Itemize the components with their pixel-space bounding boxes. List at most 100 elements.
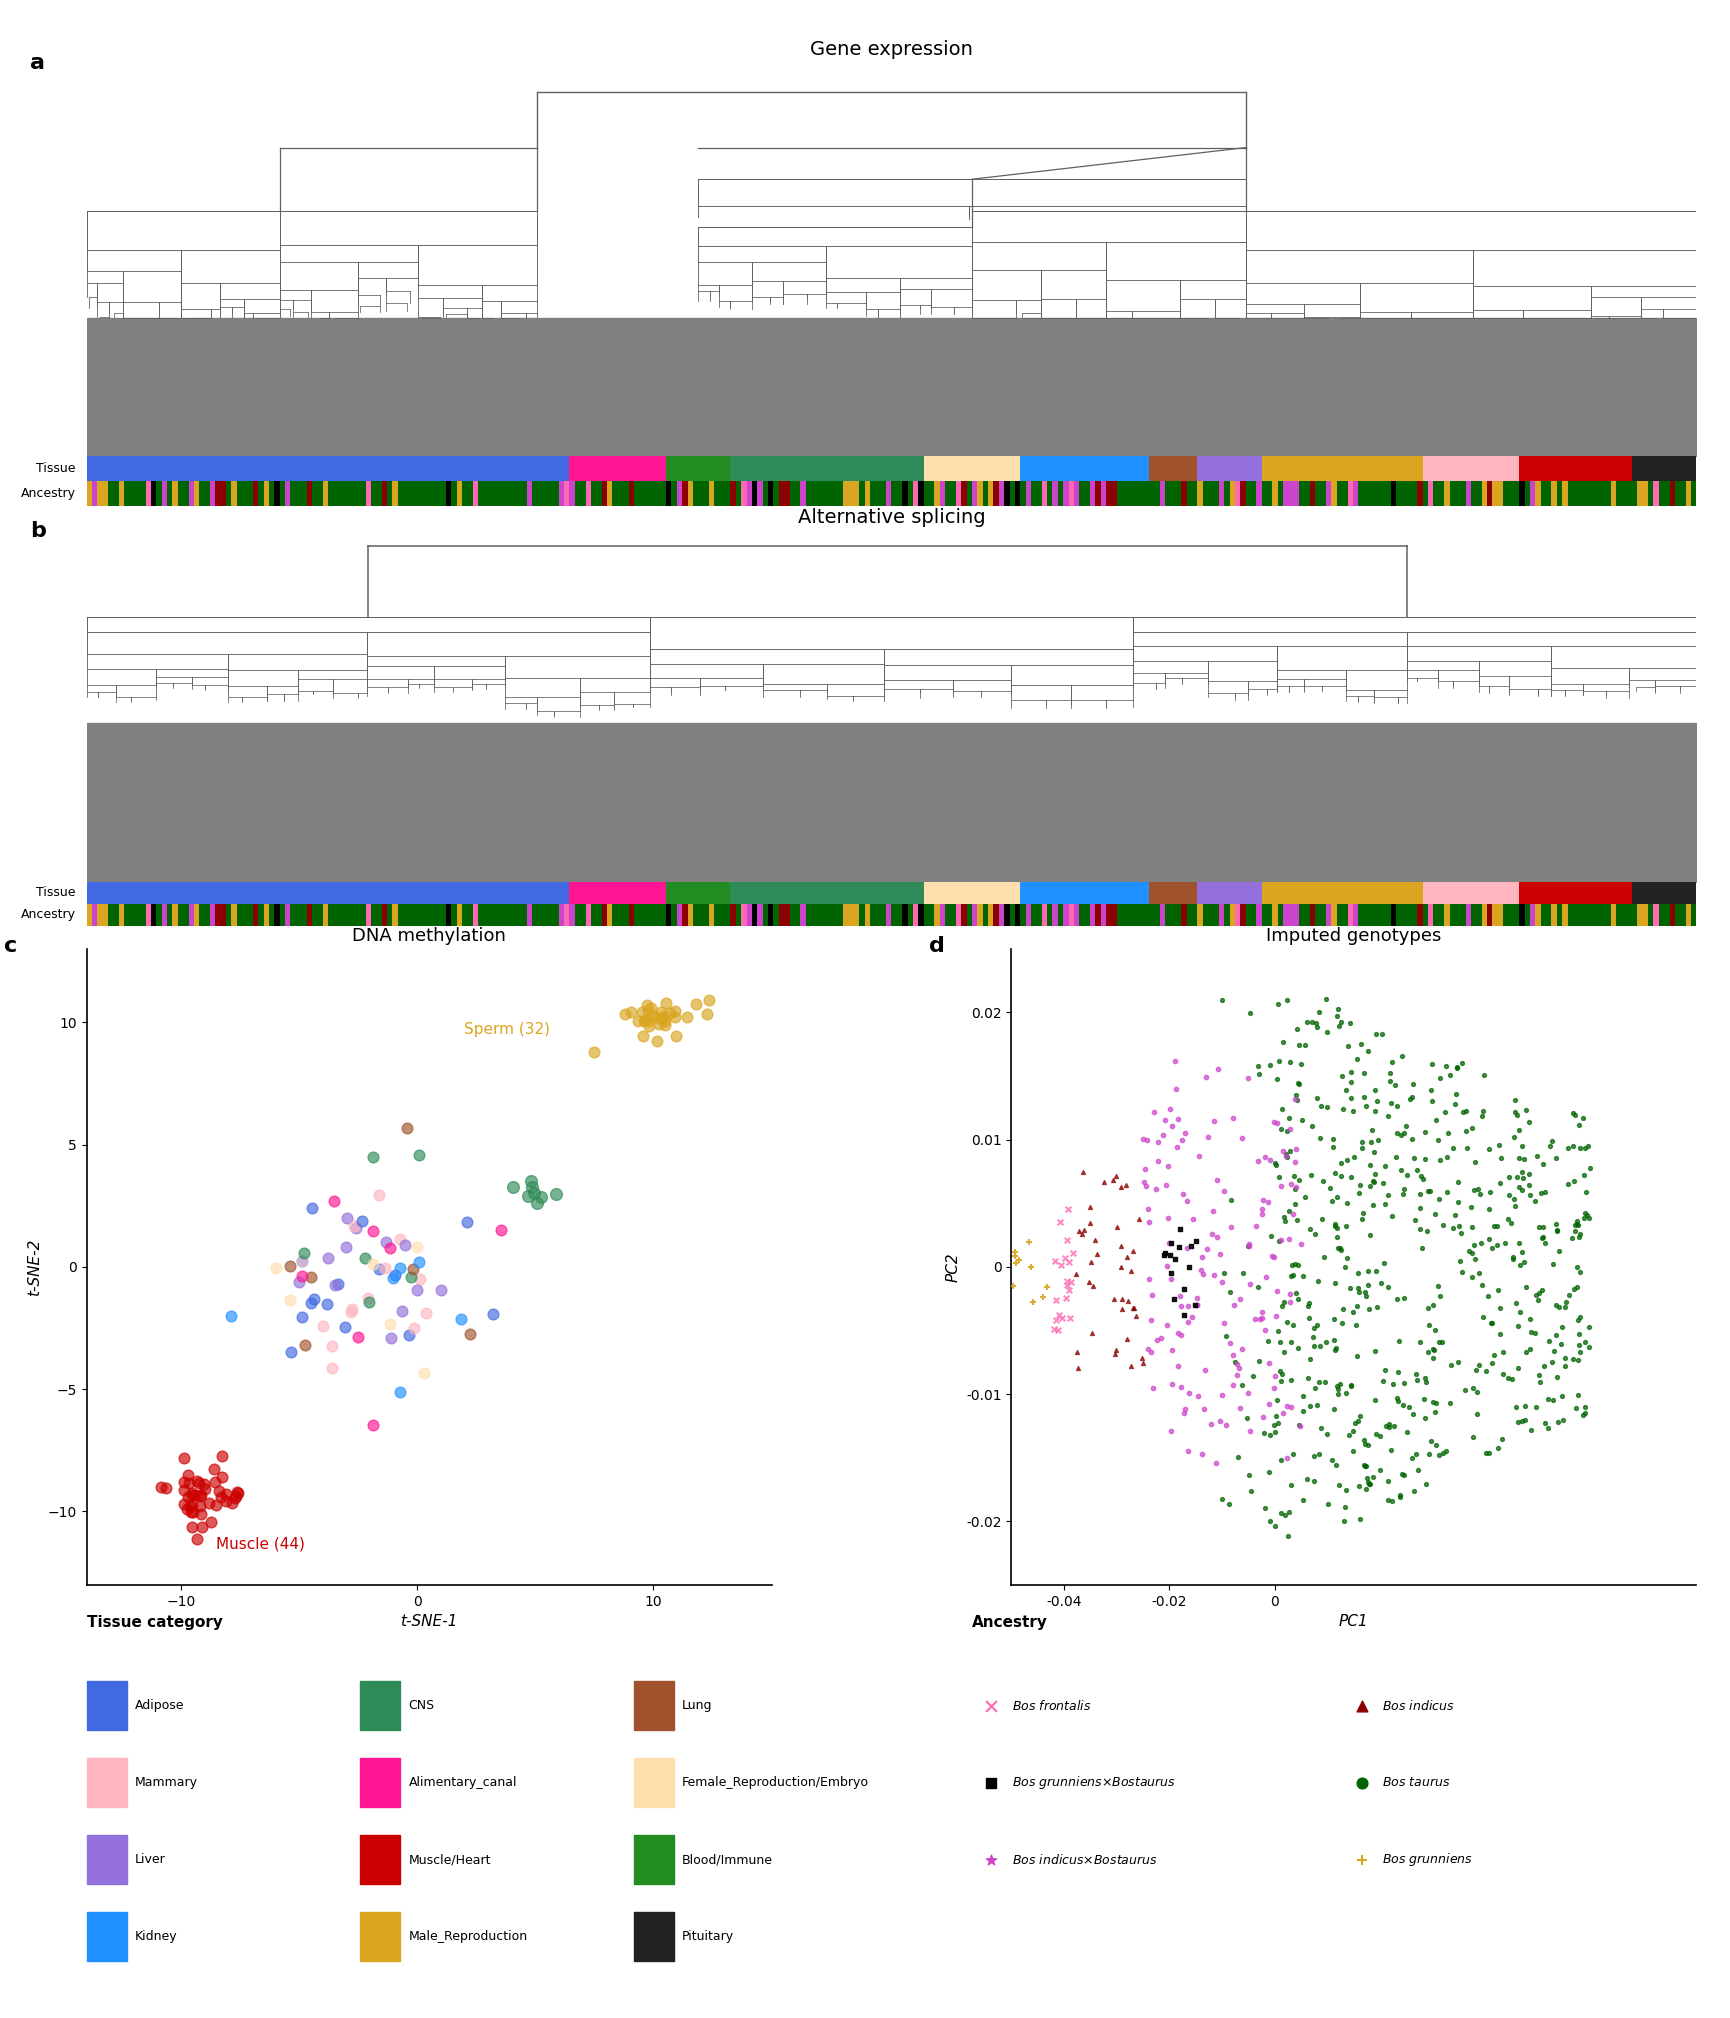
- Point: [1432, 1176, 1460, 1209]
- Text: $\it{Bos}$ $\it{grunniens × Bos taurus}$: $\it{Bos}$ $\it{grunniens × Bos taurus}$: [1012, 1774, 1176, 1792]
- Point: [1574, 1201, 1602, 1233]
- Bar: [280, 480, 285, 507]
- Bar: [725, 882, 730, 904]
- Bar: [382, 480, 388, 507]
- Bar: [580, 480, 585, 507]
- Bar: [865, 882, 870, 904]
- Bar: [794, 904, 799, 926]
- Point: [1339, 1415, 1367, 1447]
- Bar: [633, 904, 638, 926]
- Bar: [1540, 904, 1545, 926]
- Bar: [687, 456, 692, 480]
- Bar: [569, 882, 574, 904]
- Bar: [1164, 882, 1169, 904]
- Bar: [1486, 480, 1491, 507]
- Point: [190, 1469, 218, 1501]
- Bar: [215, 480, 221, 507]
- Bar: [1642, 882, 1647, 904]
- Point: [1550, 1285, 1578, 1318]
- Bar: [1401, 904, 1406, 926]
- Bar: [102, 456, 107, 480]
- Bar: [329, 456, 334, 480]
- Bar: [156, 904, 161, 926]
- Point: [1346, 1400, 1374, 1433]
- Bar: [1465, 882, 1470, 904]
- Bar: [467, 456, 472, 480]
- Point: [388, 1296, 415, 1328]
- Bar: [1277, 904, 1282, 926]
- Bar: [1422, 480, 1427, 507]
- Text: Tissue category: Tissue category: [86, 1614, 221, 1631]
- Bar: [697, 456, 702, 480]
- Point: [1559, 1342, 1586, 1374]
- Bar: [692, 904, 697, 926]
- Point: [1322, 1181, 1349, 1213]
- Bar: [1336, 480, 1341, 507]
- Point: [1220, 1368, 1247, 1400]
- Point: [1327, 1160, 1355, 1193]
- Bar: [559, 480, 564, 507]
- Bar: [1164, 904, 1169, 926]
- Bar: [1299, 456, 1304, 480]
- Point: [1325, 1231, 1353, 1263]
- Point: [1054, 1223, 1081, 1255]
- Point: [630, 1005, 657, 1037]
- Point: [1550, 1350, 1578, 1382]
- Point: [1406, 1160, 1434, 1193]
- Bar: [1675, 456, 1680, 480]
- Point: [1287, 1227, 1315, 1259]
- Bar: [1218, 480, 1223, 507]
- Bar: [794, 456, 799, 480]
- Bar: [559, 882, 564, 904]
- Bar: [955, 456, 960, 480]
- Point: [1137, 1336, 1164, 1368]
- Point: [310, 1310, 337, 1342]
- Point: [1080, 1269, 1107, 1302]
- Point: [521, 1176, 548, 1209]
- Point: [580, 1035, 607, 1068]
- Bar: [1251, 904, 1256, 926]
- Point: [1263, 1063, 1291, 1096]
- Bar: [429, 882, 436, 904]
- Bar: [1330, 904, 1336, 926]
- Point: [1434, 1059, 1462, 1092]
- Bar: [638, 480, 644, 507]
- Point: [318, 1330, 346, 1362]
- Point: [1566, 1132, 1593, 1164]
- Bar: [135, 904, 140, 926]
- Point: [1197, 1409, 1225, 1441]
- Bar: [334, 480, 339, 507]
- Point: [1284, 1164, 1311, 1197]
- Bar: [1368, 882, 1374, 904]
- Point: [1246, 1304, 1273, 1336]
- Bar: [1208, 904, 1213, 926]
- Point: [640, 1001, 668, 1033]
- Point: [1080, 1225, 1107, 1257]
- Point: [189, 1511, 216, 1544]
- Point: [694, 985, 721, 1017]
- Bar: [1417, 456, 1422, 480]
- Bar: [483, 904, 490, 926]
- Bar: [1509, 480, 1514, 507]
- Bar: [291, 456, 296, 480]
- Point: [1562, 1378, 1590, 1411]
- Bar: [1604, 480, 1609, 507]
- Bar: [1105, 882, 1111, 904]
- Bar: [692, 480, 697, 507]
- Bar: [1555, 456, 1560, 480]
- Bar: [1642, 456, 1647, 480]
- Point: [1161, 1045, 1189, 1078]
- Point: [201, 1453, 228, 1485]
- Point: [1251, 1140, 1278, 1172]
- Bar: [393, 882, 398, 904]
- Bar: [1256, 456, 1261, 480]
- Bar: [1626, 456, 1631, 480]
- Bar: [1073, 456, 1080, 480]
- Bar: [929, 904, 934, 926]
- Bar: [1496, 480, 1502, 507]
- Point: [1105, 1170, 1133, 1203]
- Bar: [1657, 882, 1663, 904]
- Bar: [1685, 480, 1690, 507]
- Point: [1268, 1134, 1296, 1166]
- Point: [299, 1283, 327, 1316]
